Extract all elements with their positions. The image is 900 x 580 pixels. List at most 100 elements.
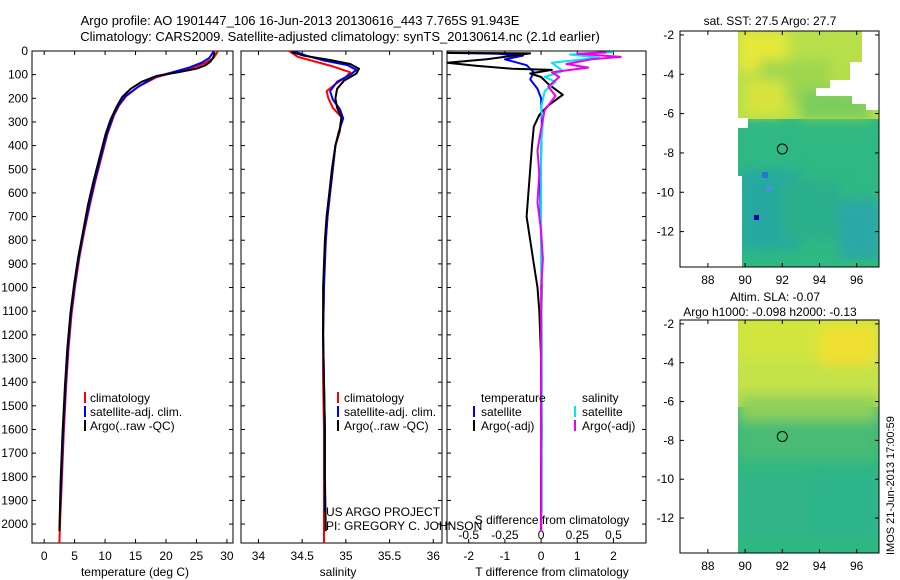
salinity-profiles	[288, 51, 360, 543]
depth-tick-label: 700	[8, 210, 28, 224]
x-tick-label: 10	[98, 549, 112, 563]
sst-blue-speck	[766, 186, 771, 191]
map-x-tick-label: 92	[776, 559, 790, 573]
legend-label-argo: Argo(..raw -QC)	[344, 419, 429, 433]
legend-label-t-argo: Argo(-adj)	[481, 419, 534, 433]
project-line-2: PI: GREGORY C. JOHNSON	[326, 519, 482, 533]
x-tick-label: 1	[574, 549, 581, 563]
map-y-tick-label: -8	[663, 146, 674, 160]
sla-patch	[738, 395, 879, 420]
depth-tick-label: 200	[8, 91, 28, 105]
sla-patch	[738, 480, 818, 540]
depth-tick-label: 1600	[1, 422, 28, 436]
salinity-axes-frame	[240, 50, 443, 544]
map-y-tick-label: -12	[657, 511, 675, 525]
map-y-tick-label: -2	[663, 28, 674, 42]
x-tick-label: -1	[500, 549, 511, 563]
depth-tick-label: 1000	[1, 281, 28, 295]
depth-tick-label: 900	[8, 257, 28, 271]
temperature-xlabel: temperature (deg C)	[81, 565, 189, 579]
legend-label-s-satellite: satellite	[582, 405, 623, 419]
x-tick-label: 36	[427, 549, 441, 563]
map-y-tick-label: -2	[663, 317, 674, 331]
sla-patch	[738, 420, 879, 460]
map-y-tick-label: -12	[657, 225, 675, 239]
difference-axis: -2 -1 0 1 2 -0.5 -0.25 0 0.25 0.5	[447, 50, 646, 563]
depth-tick-label: 1500	[1, 399, 28, 413]
map-y-tick-label: -4	[663, 67, 674, 81]
depth-tick-label: 1300	[1, 352, 28, 366]
sst-patch	[780, 180, 840, 240]
map-x-tick-label: 94	[813, 559, 827, 573]
x-tick-label: 30	[220, 549, 234, 563]
depth-tick-label: 1200	[1, 328, 28, 342]
temperature-x-axis: 0 5 10 15 20 25 30	[41, 51, 234, 563]
top-x-tick-label: 0	[538, 528, 545, 542]
sla-field-texture	[738, 320, 879, 540]
x-tick-label: 2	[610, 549, 617, 563]
depth-tick-label: 300	[8, 115, 28, 129]
map-x-tick-label: 96	[850, 559, 864, 573]
sla-map-field	[680, 320, 879, 553]
map-x-tick-label: 88	[701, 273, 715, 287]
sla-map-axes-frame	[679, 319, 880, 554]
sst-patch	[840, 200, 879, 260]
legend-label-climatology: climatology	[90, 391, 150, 405]
x-tick-label: 25	[190, 549, 204, 563]
difference-panel: -2 -1 0 1 2 -0.5 -0.25 0 0.25 0.5 S difference fr…	[446, 50, 647, 579]
depth-tick-label: 1700	[1, 446, 28, 460]
series-line-argo-raw-qc-	[58, 51, 216, 532]
sla-land-mask	[680, 320, 738, 553]
depth-tick-label: 500	[8, 162, 28, 176]
top-x-tick-label: 0.25	[566, 528, 590, 542]
x-tick-label: 20	[159, 549, 173, 563]
sla-map-title: Altim. SLA: -0.07	[730, 290, 820, 304]
sla-patch	[810, 470, 879, 540]
salinity-xlabel: salinity	[320, 565, 357, 579]
salinity-legend: climatology satellite-adj. clim. Argo(..…	[337, 391, 436, 433]
map-x-tick-label: 96	[850, 273, 864, 287]
depth-tick-label: 1900	[1, 493, 28, 507]
project-line-1: US ARGO PROJECT	[326, 505, 441, 519]
map-x-tick-label: 94	[813, 273, 827, 287]
sla-map-axes: 88 90 92 94 96 -2 -4 -6 -8 -10 -12	[657, 317, 879, 573]
depth-tick-label: 1800	[1, 470, 28, 484]
map-x-tick-label: 90	[738, 273, 752, 287]
title-line-2: Climatology: CARS2009. Satellite-adjuste…	[80, 29, 600, 44]
depth-tick-label: 2000	[1, 517, 28, 531]
sst-land-mask	[680, 31, 738, 267]
salinity-panel: 34 34.5 35 35.5 36 salinity climatology sate…	[240, 50, 443, 579]
sla-patch	[820, 325, 875, 365]
x-tick-label: 34	[252, 549, 266, 563]
legend-label-satellite: satellite-adj. clim.	[90, 405, 182, 419]
depth-tick-label: 1100	[2, 304, 28, 318]
map-x-tick-label: 92	[776, 273, 790, 287]
sst-map-field	[680, 31, 879, 267]
x-tick-label: 0	[538, 549, 545, 563]
sla-map-title-2: Argo h1000: -0.098 h2000: -0.13	[683, 305, 857, 319]
x-tick-label: 15	[129, 549, 143, 563]
argo-location-marker	[776, 143, 788, 155]
difference-profiles	[447, 51, 622, 532]
x-tick-label: 0	[41, 549, 48, 563]
legend-header-salinity: salinity	[582, 391, 619, 405]
map-y-tick-label: -6	[663, 107, 674, 121]
depth-tick-label: 600	[8, 186, 28, 200]
legend-label-satellite: satellite-adj. clim.	[344, 405, 436, 419]
temperature-legend: climatology satellite-adj. clim. Argo(..…	[84, 391, 182, 433]
sst-map-panel: sat. SST: 27.5 Argo: 27.7 88 90 92 94 96	[657, 14, 880, 287]
series-line-s-argo-adj-	[536, 51, 622, 532]
x-tick-label: 5	[71, 549, 78, 563]
sst-patch	[745, 80, 785, 115]
map-y-tick-label: -10	[657, 185, 675, 199]
depth-tick-label: 0	[21, 44, 28, 58]
top-x-tick-label: -0.25	[491, 528, 519, 542]
legend-label-t-satellite: satellite	[481, 405, 522, 419]
temperature-profiles	[58, 51, 219, 543]
sst-cloud-mask-1	[816, 31, 879, 110]
map-y-tick-label: -6	[663, 395, 674, 409]
sst-map-axes-frame	[679, 30, 880, 268]
x-tick-label: 35	[339, 549, 353, 563]
imos-side-stamp: IMOS 21-Jun-2013 17:00:59	[885, 416, 897, 555]
